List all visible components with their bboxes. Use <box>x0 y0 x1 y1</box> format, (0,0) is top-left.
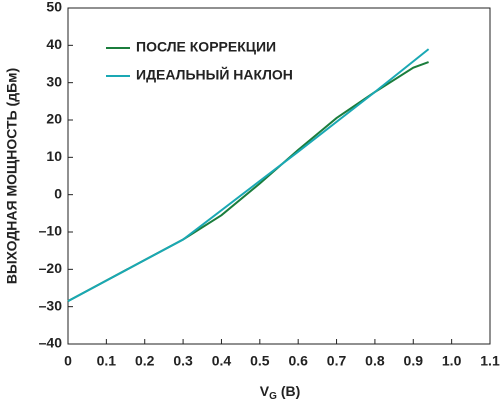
x-tick-label: 0.9 <box>404 353 424 369</box>
series-line <box>67 48 430 302</box>
y-tick-label: 0 <box>54 185 62 201</box>
x-tick-label: 0.5 <box>250 353 270 369</box>
x-axis-label: VG (B) <box>260 383 301 402</box>
y-axis-label: ВЫХОДНАЯ МОЩНОСТЬ (дБм) <box>4 68 20 284</box>
series-line <box>67 61 429 302</box>
x-label-main: V <box>260 383 270 399</box>
legend-label: ПОСЛЕ КОРРЕКЦИИ <box>136 39 276 55</box>
x-tick-label: 0.6 <box>288 353 308 369</box>
x-tick-label: 0 <box>64 353 72 369</box>
y-tick-label: 10 <box>46 148 62 164</box>
x-tick-label: 0.1 <box>97 353 117 369</box>
y-tick-label: 20 <box>46 111 62 127</box>
plot-frame <box>67 7 491 345</box>
x-tick-label: 0.2 <box>135 353 155 369</box>
y-tick-label: –40 <box>39 335 63 351</box>
x-label-unit: (B) <box>281 383 300 399</box>
y-tick-label: 50 <box>46 0 62 15</box>
legend-label: ИДЕАЛЬНЫЙ НАКЛОН <box>136 66 293 83</box>
y-tick-label: –10 <box>39 223 63 239</box>
x-tick-label: 1.1 <box>480 353 500 369</box>
x-tick-label: 0.3 <box>173 353 193 369</box>
y-tick-label: 30 <box>46 73 62 89</box>
x-tick-label: 0.4 <box>212 353 232 369</box>
x-tick-label: 0.7 <box>327 353 347 369</box>
y-tick-label: 40 <box>46 36 62 52</box>
x-label-sub: G <box>269 391 277 402</box>
y-tick-label: –20 <box>39 260 63 276</box>
y-tick-label: –30 <box>39 297 63 313</box>
x-tick-label: 0.8 <box>365 353 385 369</box>
x-tick-label: 1.0 <box>442 353 462 369</box>
